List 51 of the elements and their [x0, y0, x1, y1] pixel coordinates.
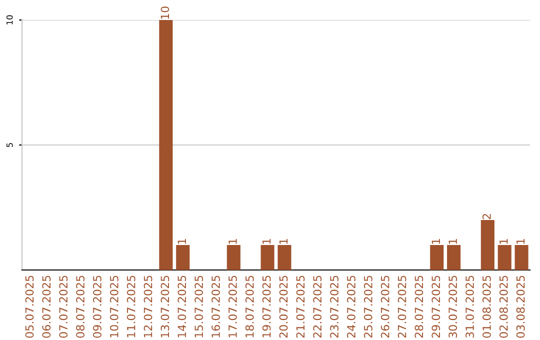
- data-label: 1: [279, 238, 288, 244]
- bar: [159, 20, 173, 270]
- data-label: 1: [228, 238, 237, 244]
- bar: [498, 245, 512, 270]
- x-tick-label: 22.07.2025: [313, 276, 322, 338]
- x-tick-label: 31.07.2025: [466, 276, 474, 338]
- x-tick-label: 02.08.2025: [499, 276, 508, 338]
- x-tick-label: 25.07.2025: [364, 276, 372, 338]
- x-tick-label: 14.07.2025: [178, 276, 186, 338]
- x-tick-label: 03.08.2025: [516, 276, 525, 338]
- x-tick-label: 29.07.2025: [432, 276, 440, 338]
- data-label: 1: [262, 238, 271, 244]
- x-tick-label: 10.07.2025: [110, 276, 118, 338]
- x-tick-label: 08.07.2025: [76, 276, 84, 338]
- x-tick-label: 21.07.2025: [296, 276, 305, 338]
- bar: [176, 245, 190, 270]
- x-tick-label: 09.07.2025: [93, 276, 102, 338]
- x-tick-label: 17.07.2025: [228, 276, 237, 338]
- data-label: 1: [500, 238, 508, 244]
- bar: [430, 245, 444, 270]
- x-tick-label: 24.07.2025: [347, 276, 356, 338]
- x-tick-label: 06.07.2025: [42, 276, 51, 338]
- x-tick-label: 19.07.2025: [262, 276, 271, 338]
- x-tick-label: 18.07.2025: [245, 276, 254, 338]
- data-label: 1: [448, 238, 457, 244]
- y-tick-label: 5: [6, 143, 13, 148]
- x-tick-label: 20.07.2025: [279, 276, 288, 338]
- x-tick-label: 07.07.2025: [59, 276, 68, 338]
- bar: [260, 245, 274, 270]
- bar: [278, 245, 292, 270]
- x-tick-label: 26.07.2025: [380, 276, 390, 338]
- data-label: 1: [178, 238, 186, 244]
- data-label: 10: [160, 6, 170, 19]
- x-tick-label: 27.07.2025: [398, 276, 406, 338]
- x-tick-label: 15.07.2025: [194, 276, 204, 338]
- bar: [447, 245, 461, 270]
- x-tick-label: 30.07.2025: [448, 276, 458, 338]
- x-tick-label: 28.07.2025: [414, 276, 424, 338]
- bar: [226, 245, 240, 270]
- x-tick-label: 12.07.2025: [144, 276, 152, 338]
- x-tick-label: 05.07.2025: [25, 276, 34, 338]
- bar: [514, 245, 528, 270]
- x-tick-label: 23.07.2025: [330, 276, 338, 338]
- x-tick-label: 11.07.2025: [126, 276, 136, 338]
- data-label: 1: [432, 238, 440, 244]
- data-label: 1: [516, 238, 525, 244]
- x-tick-label: 16.07.2025: [212, 276, 220, 338]
- x-tick-label: 13.07.2025: [160, 276, 170, 338]
- x-tick-label: 01.08.2025: [482, 276, 491, 338]
- bar: [480, 220, 494, 270]
- data-label: 2: [482, 214, 491, 220]
